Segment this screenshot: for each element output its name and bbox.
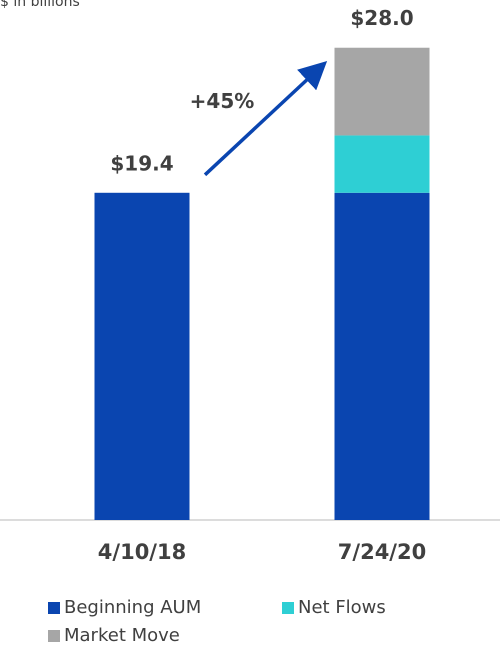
bar-segment bbox=[334, 192, 430, 520]
legend-swatch bbox=[48, 630, 60, 642]
bar-segment bbox=[334, 135, 430, 193]
x-tick-label: 4/10/18 bbox=[98, 540, 186, 564]
chart-subtitle: $ in billions bbox=[0, 0, 80, 10]
annotation: +45% bbox=[190, 89, 255, 113]
legend-swatch bbox=[282, 602, 294, 614]
legend-swatch bbox=[48, 602, 60, 614]
total-label: $19.4 bbox=[110, 151, 173, 175]
growth-arrow bbox=[203, 60, 328, 177]
total-label: $28.0 bbox=[350, 6, 413, 30]
bar-segment bbox=[94, 192, 190, 520]
x-tick-label: 7/24/20 bbox=[338, 540, 426, 564]
legend-label: Market Move bbox=[64, 625, 180, 646]
bar-segment bbox=[334, 47, 430, 136]
legend-label: Beginning AUM bbox=[64, 597, 201, 618]
legend-label: Net Flows bbox=[298, 597, 386, 618]
